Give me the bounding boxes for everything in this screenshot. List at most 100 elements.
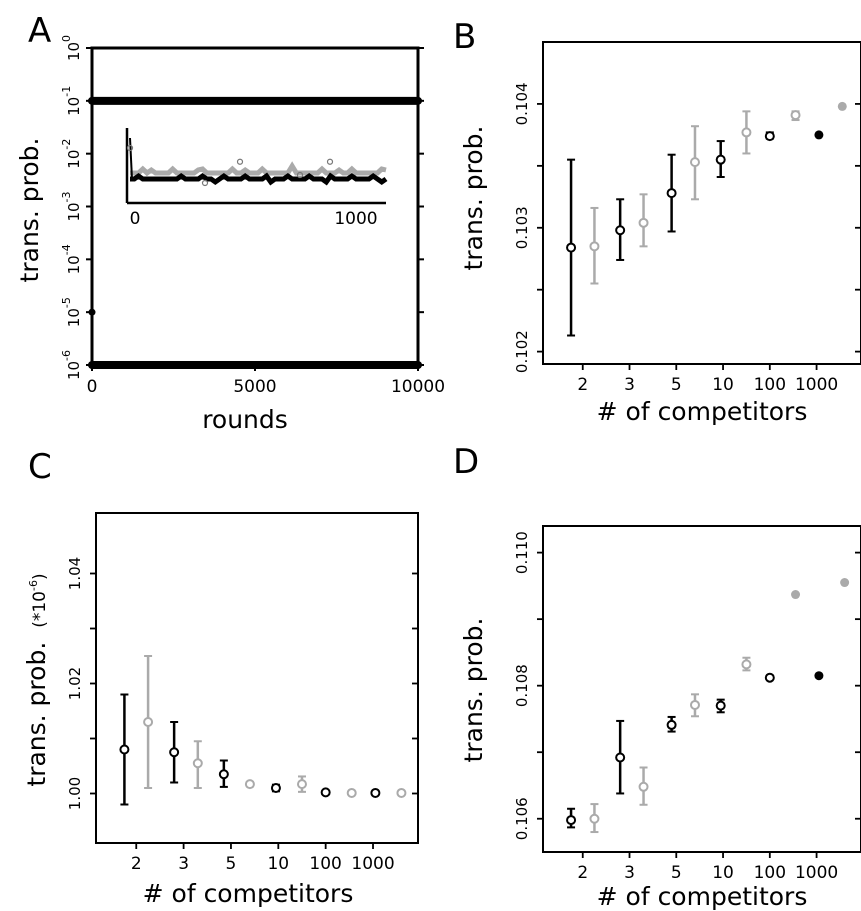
data-point bbox=[589, 813, 600, 824]
panel-b-axes: 0.102 0.103 0.104 2 3 5 10 100 1000 bbox=[513, 82, 861, 395]
panel-c-xlabel: # of competitors bbox=[143, 879, 354, 908]
inset-series bbox=[126, 137, 388, 187]
panel-c-letter: C bbox=[28, 447, 52, 487]
x-tick-label: 100 bbox=[754, 375, 786, 395]
panel-a-y-ticks: 100 10-1 10-2 10-3 10-4 10-5 10-6 bbox=[60, 35, 424, 380]
panel-c-ylabel-open: ( bbox=[30, 621, 50, 628]
data-point bbox=[689, 699, 700, 710]
panel-d-ylabel: trans. prob. bbox=[459, 618, 488, 763]
data-point bbox=[119, 744, 130, 755]
inset-outlier-point bbox=[201, 179, 209, 187]
panel-d-letter: D bbox=[453, 442, 479, 482]
a-y-tick-label: 10-4 bbox=[60, 244, 83, 274]
x-tick-label: 3 bbox=[178, 854, 189, 874]
data-point bbox=[638, 217, 649, 228]
panel-b-ylabel: trans. prob. bbox=[459, 126, 488, 271]
panel-c-ylabel-close: ) bbox=[30, 573, 50, 580]
a-x-tick-label: 0 bbox=[87, 377, 98, 397]
data-point bbox=[270, 783, 281, 793]
data-point bbox=[615, 752, 626, 763]
inset-spike bbox=[129, 137, 133, 180]
y-tick-label: 0.104 bbox=[513, 82, 531, 125]
data-point bbox=[296, 779, 307, 790]
data-point bbox=[566, 242, 577, 253]
data-point bbox=[715, 154, 726, 165]
a-y-tick-label: 10-1 bbox=[60, 86, 83, 116]
panel-a-inset: 0 1000 bbox=[125, 128, 388, 229]
a-y-tick-label: 10-2 bbox=[60, 139, 83, 169]
panel-c: 1.00 1.02 1.04 2 3 5 10 100 1000 # of competitor… bbox=[22, 512, 419, 908]
inset-tick-0: 0 bbox=[130, 209, 141, 229]
x-tick-label: 5 bbox=[671, 375, 682, 395]
inset-outlier-point bbox=[236, 158, 244, 165]
x-tick-label: 2 bbox=[577, 863, 588, 883]
panel-b-data bbox=[566, 101, 847, 337]
a-y-tick-label: 100 bbox=[60, 35, 83, 61]
data-point bbox=[741, 127, 752, 138]
data-point bbox=[790, 110, 801, 121]
data-point bbox=[566, 815, 577, 826]
data-point bbox=[638, 781, 649, 792]
panel-b-frame bbox=[542, 41, 861, 365]
x-tick-label: 1000 bbox=[351, 854, 394, 874]
data-point bbox=[814, 130, 824, 140]
data-point bbox=[741, 659, 752, 670]
panel-d-axes: 0.106 0.108 0.110 2 3 5 10 100 1000 bbox=[513, 531, 861, 883]
data-point bbox=[764, 672, 775, 683]
inset-tick-1000: 1000 bbox=[334, 209, 377, 229]
panel-c-axes: 1.00 1.02 1.04 2 3 5 10 100 1000 bbox=[66, 557, 418, 874]
a-y-tick-label: 10-5 bbox=[60, 297, 83, 327]
panel-b-xlabel: # of competitors bbox=[597, 397, 808, 426]
data-point bbox=[689, 157, 700, 168]
data-point bbox=[814, 671, 824, 681]
inset-outlier-point bbox=[126, 144, 134, 152]
panel-d: 0.106 0.108 0.110 2 3 5 10 100 1000 # of competi… bbox=[459, 525, 861, 911]
panel-c-frame bbox=[95, 512, 419, 844]
inset-outlier-point bbox=[326, 158, 334, 165]
data-point bbox=[396, 787, 407, 798]
panel-a-data bbox=[88, 96, 422, 369]
data-point bbox=[169, 747, 180, 758]
x-tick-label: 10 bbox=[267, 854, 289, 874]
inset-outlier-point bbox=[296, 171, 304, 179]
y-tick-label: 0.110 bbox=[513, 531, 531, 574]
y-tick-label: 1.02 bbox=[66, 667, 84, 700]
y-tick-label: 1.00 bbox=[66, 777, 84, 810]
x-tick-label: 1000 bbox=[795, 375, 838, 395]
x-tick-label: 100 bbox=[309, 854, 341, 874]
panel-a-frame bbox=[90, 46, 420, 367]
x-tick-label: 10 bbox=[712, 863, 734, 883]
y-tick-label: 0.103 bbox=[513, 206, 531, 249]
data-point bbox=[218, 769, 229, 780]
data-point bbox=[791, 590, 801, 600]
data-point bbox=[615, 225, 626, 236]
panel-c-ylabel-main: trans. prob. bbox=[22, 642, 51, 787]
panel-c-ylabel-mult: *10 bbox=[30, 591, 50, 621]
panel-d-frame bbox=[542, 525, 861, 853]
data-point bbox=[666, 188, 677, 199]
data-point bbox=[320, 787, 331, 798]
panel-d-xlabel: # of competitors bbox=[597, 882, 808, 911]
data-point bbox=[589, 241, 600, 252]
a-x-tick-label: 5000 bbox=[233, 377, 276, 397]
data-point bbox=[666, 719, 677, 730]
y-tick-label: 1.04 bbox=[66, 557, 84, 590]
inset-gray-series bbox=[130, 161, 387, 177]
panel-c-data bbox=[119, 655, 407, 806]
x-tick-label: 10 bbox=[712, 375, 734, 395]
y-tick-label: 0.106 bbox=[513, 797, 531, 840]
x-tick-label: 1000 bbox=[795, 863, 838, 883]
panel-c-ylabel-exp: -6 bbox=[27, 580, 40, 591]
panel-b: 0.102 0.103 0.104 2 3 5 10 100 1000 # of competi… bbox=[459, 41, 861, 426]
data-point bbox=[715, 700, 726, 711]
panel-a-xlabel: rounds bbox=[202, 405, 288, 434]
data-point bbox=[192, 758, 203, 769]
data-point bbox=[837, 101, 847, 111]
y-tick-label: 0.108 bbox=[513, 664, 531, 707]
panel-a-letter: A bbox=[28, 11, 51, 51]
x-tick-label: 2 bbox=[577, 375, 588, 395]
data-point bbox=[764, 131, 775, 142]
a-x-tick-label: 10000 bbox=[391, 377, 445, 397]
